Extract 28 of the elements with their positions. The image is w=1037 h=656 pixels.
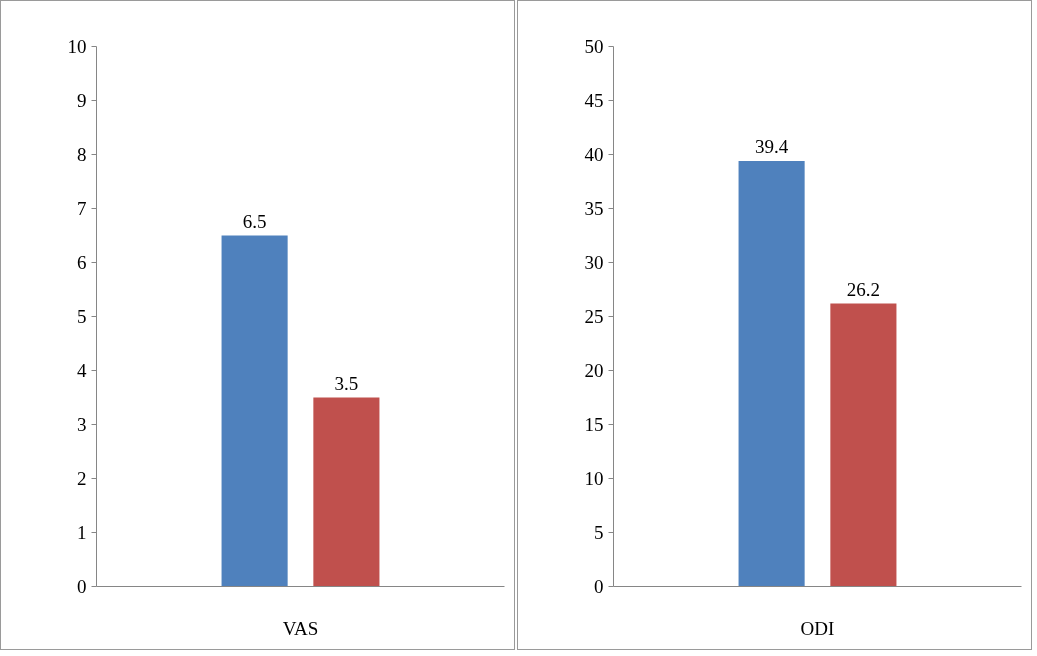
y-tick-label: 25 — [584, 306, 604, 327]
y-tick-label: 4 — [77, 360, 87, 381]
y-tick-label: 30 — [584, 252, 604, 273]
y-tick-label: 20 — [584, 360, 604, 381]
y-tick-label: 6 — [77, 252, 87, 273]
y-tick-label: 0 — [594, 576, 604, 597]
y-tick-label: 10 — [67, 36, 87, 57]
y-tick-label: 3 — [77, 414, 87, 435]
data-label: 3.5 — [334, 372, 359, 394]
data-label: 26.2 — [846, 278, 881, 300]
y-tick-label: 40 — [584, 144, 604, 165]
data-label: 39.4 — [754, 135, 789, 157]
y-tick-label: 0 — [77, 576, 87, 597]
y-tick-label: 5 — [594, 522, 604, 543]
y-tick-label: 7 — [77, 198, 87, 219]
x-tick-label: VAS — [282, 617, 319, 639]
y-tick-label: 35 — [584, 198, 604, 219]
y-tick-label: 10 — [584, 468, 604, 489]
y-tick-label: 5 — [77, 306, 87, 327]
y-tick-label: 1 — [77, 522, 87, 543]
y-tick-label: 15 — [584, 414, 604, 435]
y-tick-label: 9 — [77, 90, 87, 111]
y-tick-label: 2 — [77, 468, 87, 489]
x-tick-label: ODI — [800, 617, 835, 639]
y-tick-label: 8 — [77, 144, 87, 165]
y-tick-label: 45 — [584, 90, 604, 111]
data-label: 6.5 — [242, 210, 267, 232]
y-tick-label: 50 — [584, 36, 604, 57]
